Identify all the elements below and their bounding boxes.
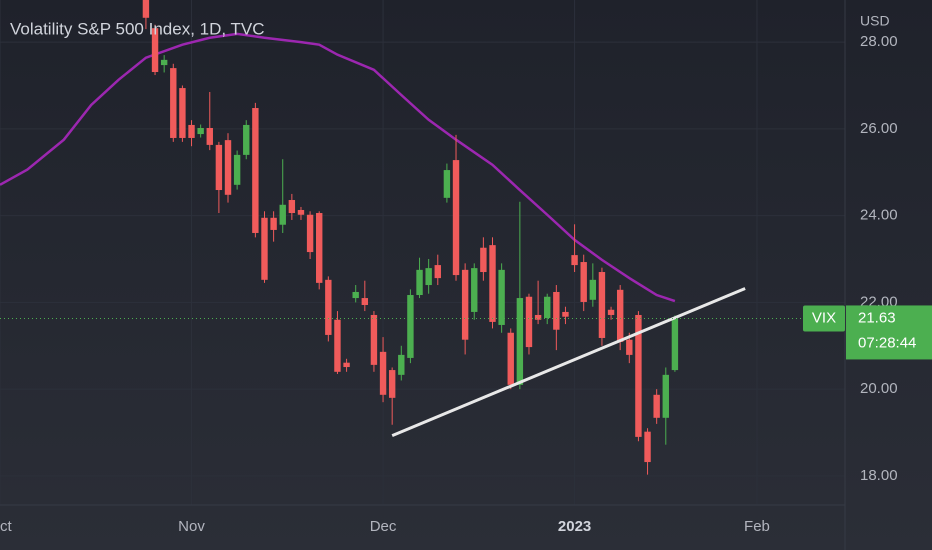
candle-body <box>261 217 268 280</box>
candle-body <box>653 394 660 418</box>
candle-body <box>334 319 341 372</box>
candle-body <box>416 269 423 296</box>
candle-body <box>671 318 679 371</box>
candle-body <box>525 296 533 348</box>
price-badge <box>846 305 932 360</box>
candle-body <box>461 269 469 340</box>
candle-body <box>188 124 195 138</box>
candle-body <box>534 314 542 320</box>
candle-body <box>142 0 150 18</box>
grid <box>0 0 845 505</box>
symbol-label: VIX <box>812 309 836 326</box>
candle-body <box>398 354 405 375</box>
candle-body <box>571 255 578 266</box>
x-tick-label: Dec <box>370 518 397 535</box>
y-tick-label: 28.00 <box>860 33 898 50</box>
x-tick-label: Oct <box>0 518 12 535</box>
candle-body <box>507 332 514 385</box>
candle-body <box>616 289 624 342</box>
x-tick-label: Nov <box>178 518 205 535</box>
candle-body <box>516 298 524 385</box>
candle-body <box>425 268 432 286</box>
candle-body <box>580 262 587 302</box>
symbol-badge <box>803 305 845 332</box>
candle-body <box>160 59 168 66</box>
candle-body <box>662 374 669 418</box>
candle-body <box>215 144 223 191</box>
candle-body <box>562 311 569 317</box>
x-tick-label: Feb <box>744 518 770 535</box>
y-tick-label: 26.00 <box>860 120 898 137</box>
trend-line <box>391 287 746 437</box>
candle-body <box>224 140 232 195</box>
candle-body <box>170 68 177 138</box>
candle-body <box>370 314 378 365</box>
candle-body <box>206 127 213 145</box>
candle-body <box>151 28 159 73</box>
candle-body <box>471 268 478 312</box>
candle-body <box>279 204 286 225</box>
candle-body <box>443 170 451 198</box>
candle-body <box>325 279 332 335</box>
x-tick-label: 2023 <box>558 518 591 535</box>
plot-area <box>0 0 845 475</box>
candle-body <box>452 160 460 276</box>
candle-body <box>635 314 642 437</box>
candle-body <box>197 127 204 135</box>
candle-body <box>379 351 387 395</box>
candle-body <box>480 247 487 273</box>
candle-body <box>626 339 633 355</box>
candle-body <box>589 279 597 300</box>
candle-body <box>352 291 359 299</box>
currency-label: USD <box>860 13 890 29</box>
candle-body <box>270 217 277 230</box>
candle-body <box>489 245 496 322</box>
y-tick-label: 20.00 <box>860 380 898 397</box>
candle-body <box>434 265 441 279</box>
candle-body <box>498 269 505 325</box>
candle-body <box>288 200 296 214</box>
candle-body <box>243 124 250 155</box>
last-price-label: 21.63 <box>858 309 896 326</box>
candle-body <box>306 214 314 253</box>
chart-title: Volatility S&P 500 Index, 1D, TVC <box>10 19 265 38</box>
candle-body <box>407 295 414 358</box>
candle-body <box>361 298 369 305</box>
countdown-label: 07:28:44 <box>858 334 916 351</box>
candle-body <box>598 272 606 338</box>
candle-body <box>607 309 615 315</box>
candle-body <box>316 213 323 283</box>
candle-body <box>179 88 186 138</box>
y-tick-label: 18.00 <box>860 467 898 484</box>
candle-body <box>343 362 350 368</box>
candle-body <box>388 370 396 398</box>
y-tick-label: 24.00 <box>860 207 898 224</box>
price-labels: VIX 21.63 07:28:44 <box>803 305 932 360</box>
candle-body <box>233 154 241 185</box>
candle-body <box>544 296 551 319</box>
candle-body <box>644 431 651 463</box>
candle-body <box>553 291 560 330</box>
candle-body <box>297 209 305 215</box>
candle-body <box>252 108 259 233</box>
